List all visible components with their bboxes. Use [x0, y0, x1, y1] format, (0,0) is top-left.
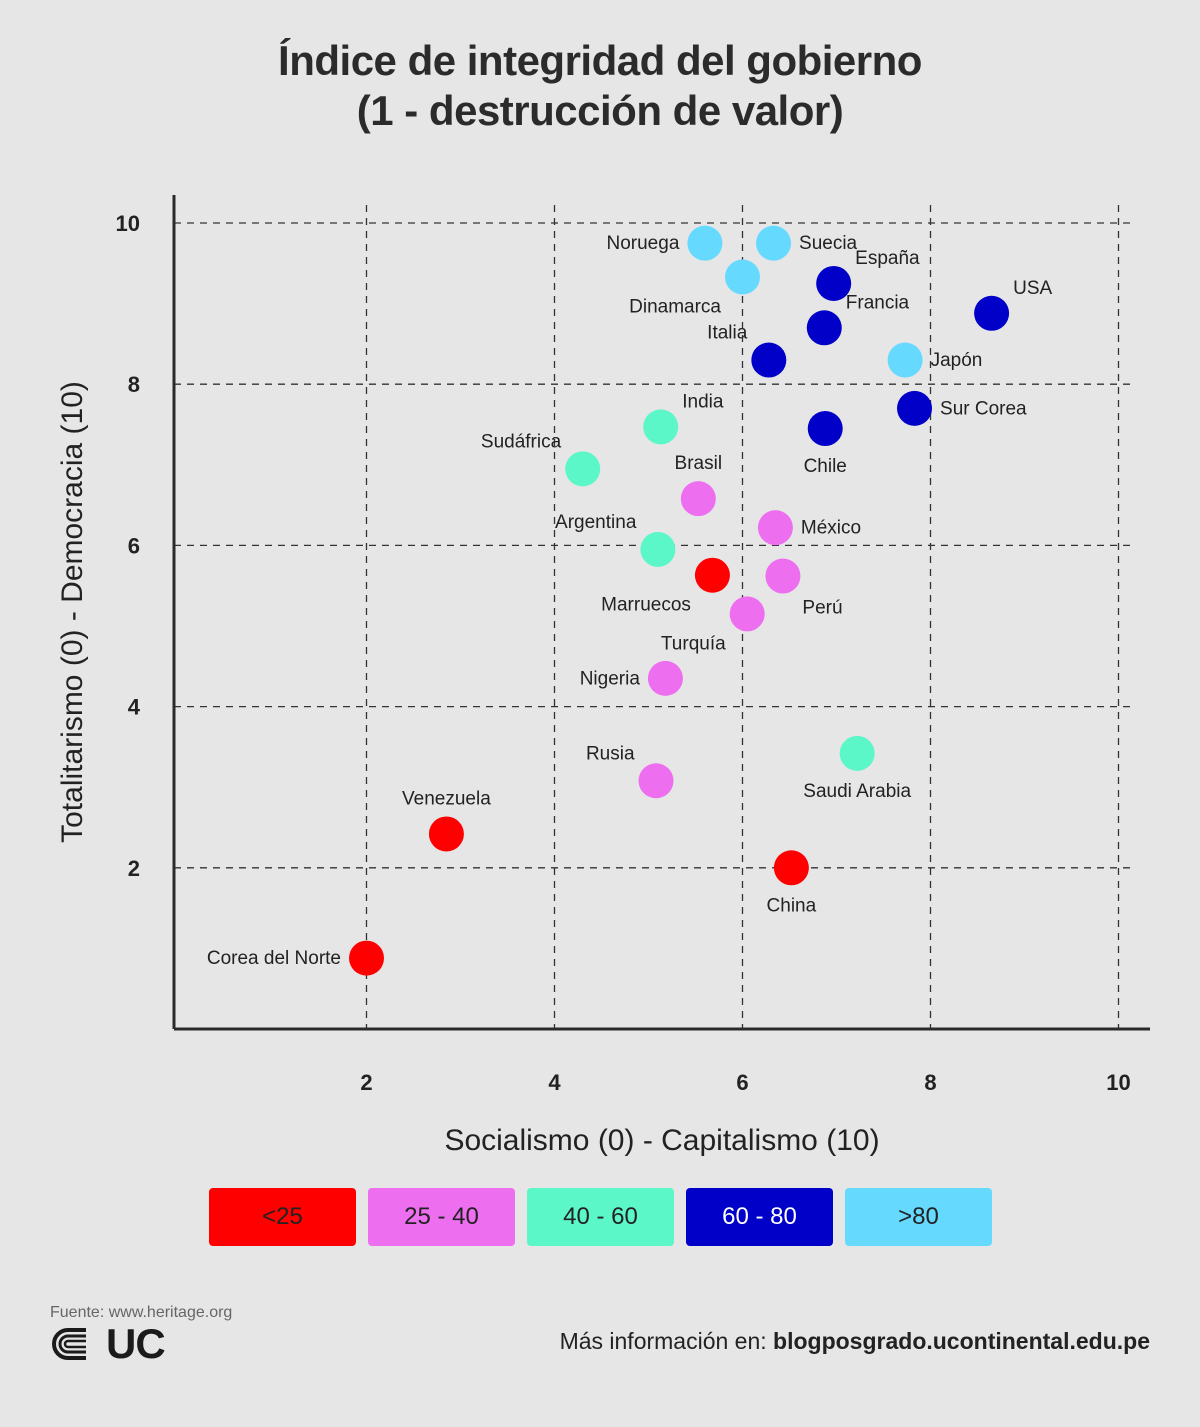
- point-label: Noruega: [607, 233, 680, 254]
- uc-logo-icon: [52, 1328, 86, 1360]
- data-point: [773, 850, 809, 886]
- legend-item-25-40: 25 - 40: [368, 1188, 515, 1246]
- chart-title: Índice de integridad del gobierno (1 - d…: [0, 36, 1200, 136]
- data-point: [729, 596, 765, 632]
- data-point: [897, 390, 933, 426]
- point-label: Italia: [707, 323, 748, 344]
- data-point: [725, 259, 760, 295]
- point-label: Chile: [804, 456, 847, 477]
- data-point: [565, 451, 601, 487]
- data-point: [756, 225, 792, 261]
- data-point: [806, 310, 842, 346]
- legend-item-lt25: <25: [209, 1188, 356, 1246]
- data-point: [974, 295, 1010, 331]
- data-point: [640, 531, 676, 567]
- more-info: Más información en: blogposgrado.ucontin…: [560, 1328, 1150, 1355]
- point-label: Argentina: [555, 512, 637, 533]
- point-label: Brasil: [675, 453, 723, 474]
- x-tick-label: 2: [360, 1070, 372, 1095]
- legend: <25 25 - 40 40 - 60 60 - 80 >80: [209, 1188, 992, 1246]
- data-point: [757, 510, 793, 546]
- data-point: [887, 342, 923, 378]
- data-point: [680, 481, 716, 517]
- point-label: Japón: [931, 350, 983, 371]
- point-label: Francia: [846, 292, 910, 313]
- legend-item-gt80: >80: [845, 1188, 992, 1246]
- point-label: Perú: [802, 598, 842, 619]
- data-point: [694, 557, 730, 593]
- scatter-chart: 2 4 6 8 10 2 4 6 8 10 Socialismo (0) - Capitalismo…: [56, 195, 1150, 1157]
- x-tick-label: 6: [736, 1070, 748, 1095]
- legend-label: <25: [262, 1203, 303, 1230]
- uc-logo[interactable]: UC: [50, 1320, 166, 1367]
- x-tick-label: 4: [548, 1070, 561, 1095]
- data-point: [643, 409, 679, 445]
- data-point: [647, 660, 683, 696]
- data-point: [751, 342, 787, 378]
- more-info-link[interactable]: blogposgrado.ucontinental.edu.pe: [773, 1328, 1150, 1354]
- x-tick-label: 10: [1106, 1070, 1130, 1095]
- data-point: [687, 225, 723, 261]
- point-label: Marruecos: [601, 595, 691, 616]
- y-tick-label: 6: [128, 533, 140, 558]
- chart-title-line2: (1 - destrucción de valor): [356, 87, 844, 134]
- point-label: India: [682, 391, 724, 412]
- y-tick-label: 10: [116, 211, 140, 236]
- data-point: [807, 411, 843, 447]
- point-label: Nigeria: [580, 668, 641, 689]
- legend-label: 40 - 60: [563, 1203, 638, 1230]
- point-label: Suecia: [799, 233, 858, 254]
- point-label: México: [801, 518, 861, 539]
- point-label: Sudáfrica: [481, 431, 562, 452]
- legend-label: >80: [898, 1203, 939, 1230]
- chart-title-line1: Índice de integridad del gobierno: [278, 37, 922, 84]
- x-tick-label: 8: [924, 1070, 936, 1095]
- y-tick-label: 2: [128, 856, 140, 881]
- data-point: [638, 763, 674, 799]
- point-label: Dinamarca: [629, 297, 721, 318]
- data-point: [765, 558, 801, 594]
- legend-item-40-60: 40 - 60: [527, 1188, 674, 1246]
- data-point: [839, 735, 875, 771]
- point-label: Venezuela: [402, 788, 491, 809]
- point-label: USA: [1013, 278, 1052, 299]
- legend-label: 60 - 80: [722, 1203, 797, 1230]
- more-info-prefix: Más información en:: [559, 1328, 774, 1354]
- source-note: Fuente: www.heritage.org: [50, 1304, 233, 1321]
- point-label: Turquía: [661, 633, 726, 654]
- data-point: [428, 816, 464, 852]
- legend-item-60-80: 60 - 80: [686, 1188, 833, 1246]
- y-axis-title: Totalitarismo (0) - Democracia (10): [56, 381, 89, 843]
- y-tick-label: 4: [128, 695, 141, 720]
- point-label: Sur Corea: [940, 398, 1027, 419]
- point-label: Saudi Arabia: [803, 781, 911, 802]
- point-label: China: [767, 895, 817, 916]
- point-label: Rusia: [586, 743, 635, 764]
- legend-label: 25 - 40: [404, 1203, 479, 1230]
- data-point: [349, 940, 384, 976]
- uc-logo-text: UC: [106, 1320, 166, 1367]
- y-tick-label: 8: [128, 372, 140, 397]
- point-label: Corea del Norte: [207, 948, 341, 969]
- point-label: España: [855, 248, 920, 269]
- data-point: [816, 265, 852, 301]
- x-axis-title: Socialismo (0) - Capitalismo (10): [444, 1124, 879, 1157]
